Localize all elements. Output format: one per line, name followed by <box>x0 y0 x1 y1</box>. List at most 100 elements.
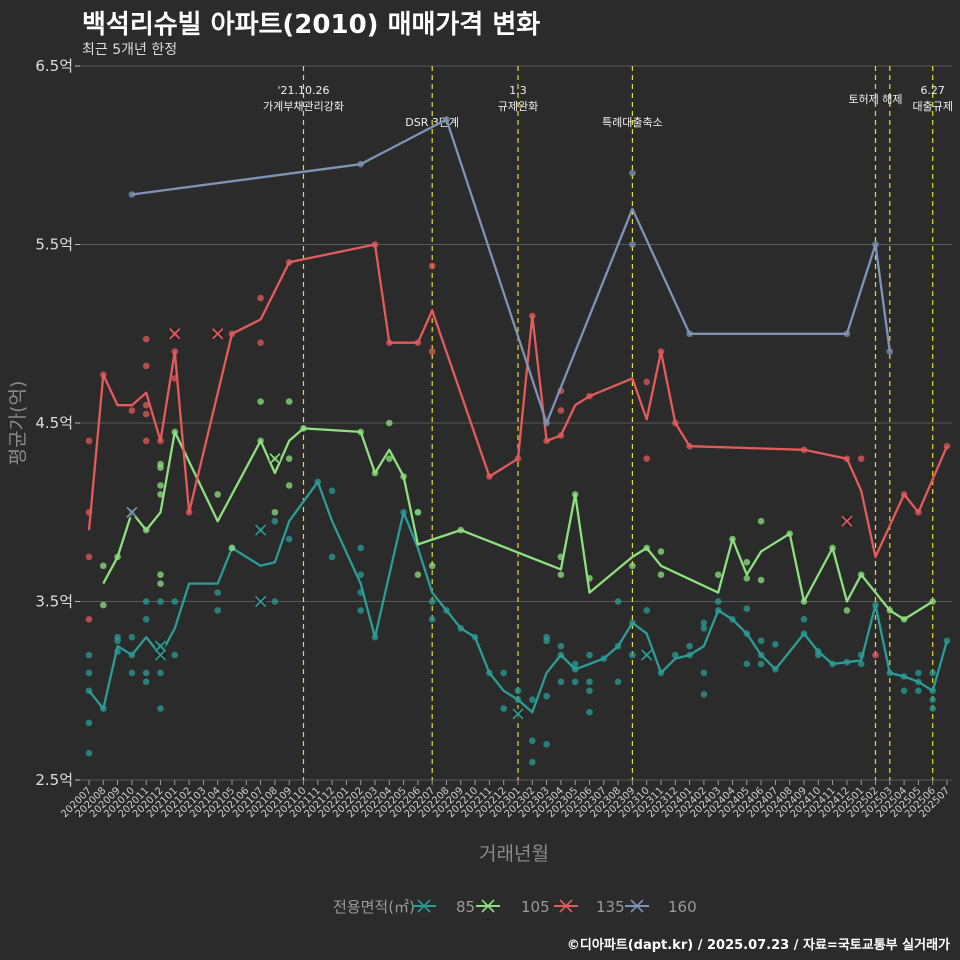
data-point <box>357 571 365 579</box>
data-point <box>328 487 336 495</box>
data-point <box>271 508 279 516</box>
cancelled-mark-stroke <box>169 328 181 340</box>
data-point <box>500 705 508 712</box>
data-point <box>586 678 593 686</box>
legend-label: 105 <box>521 898 550 916</box>
data-point <box>757 660 765 668</box>
data-point <box>929 696 936 703</box>
data-point <box>514 687 522 695</box>
data-point <box>285 482 293 489</box>
chart-title: 백석리슈빌 아파트(2010) 매매가격 변화 <box>82 10 541 40</box>
data-point <box>285 455 293 463</box>
data-point <box>643 455 650 463</box>
data-point <box>257 294 264 302</box>
event-annotation-label: 특례대출축소 <box>602 116 663 129</box>
data-point <box>114 633 121 641</box>
event-annotation-label: 토허제 해제 <box>848 92 902 106</box>
event-annotation-label: 1.3 <box>509 84 527 97</box>
data-point <box>900 687 908 695</box>
data-point <box>428 598 436 605</box>
legend-item-85: 85 <box>412 898 475 916</box>
legend-item-160: 160 <box>625 898 697 916</box>
cancelled-mark-stroke <box>841 515 853 527</box>
data-point <box>142 410 150 418</box>
data-point <box>142 335 150 343</box>
cancelled-mark <box>154 640 167 652</box>
data-point <box>85 651 93 659</box>
cancelled-mark-stroke <box>212 328 224 340</box>
data-point <box>85 616 93 623</box>
data-point <box>157 705 164 712</box>
data-point <box>271 598 279 605</box>
y-tick-label: 5.5억 <box>35 236 73 254</box>
cancelled-mark <box>641 649 653 661</box>
legend-item-135: 135 <box>554 898 625 916</box>
data-point <box>657 571 665 579</box>
data-point <box>85 437 93 445</box>
data-point <box>700 691 708 698</box>
data-point <box>743 574 751 582</box>
legend-key-cross <box>559 899 573 913</box>
data-point <box>672 651 679 659</box>
cancelled-mark <box>269 453 281 465</box>
data-point <box>643 378 650 386</box>
cancelled-mark <box>255 524 267 536</box>
data-point <box>571 678 579 686</box>
data-point <box>142 616 150 623</box>
data-point <box>414 571 422 579</box>
data-point <box>142 437 150 445</box>
data-point <box>157 491 164 498</box>
data-point <box>857 660 865 668</box>
data-point <box>700 669 708 677</box>
data-point <box>171 651 179 659</box>
data-point <box>228 544 236 552</box>
data-point <box>886 348 894 355</box>
data-point <box>142 362 150 370</box>
data-point <box>357 544 365 552</box>
data-point <box>586 708 593 716</box>
y-tick-label: 2.5억 <box>35 771 73 789</box>
data-point <box>214 607 221 614</box>
data-point <box>128 669 136 677</box>
series-line <box>88 480 949 714</box>
data-point <box>428 616 436 623</box>
data-point <box>571 660 579 668</box>
data-point <box>614 598 622 605</box>
data-point <box>157 598 164 605</box>
data-point <box>629 169 636 177</box>
cancelled-mark-stroke <box>512 708 524 720</box>
data-point <box>557 407 565 414</box>
series-line <box>131 118 891 425</box>
data-point <box>414 508 422 516</box>
data-point <box>757 576 765 584</box>
data-point <box>157 571 164 579</box>
y-tick-label: 4.5억 <box>35 414 73 432</box>
data-point <box>85 553 93 561</box>
data-point <box>629 651 636 659</box>
data-point <box>929 705 936 712</box>
data-point <box>614 678 622 686</box>
cancelled-mark-stroke <box>154 640 167 652</box>
data-point <box>142 669 150 677</box>
data-point <box>700 624 708 632</box>
data-point <box>85 669 93 677</box>
data-point <box>657 548 665 555</box>
data-point <box>757 517 765 525</box>
data-point <box>743 558 751 566</box>
data-point <box>128 407 136 414</box>
legend-key-cross <box>630 899 644 913</box>
data-point <box>142 598 150 605</box>
cancelled-mark-stroke <box>641 649 653 661</box>
cancelled-mark-stroke <box>269 453 281 465</box>
data-point <box>214 589 221 596</box>
data-point <box>872 651 879 659</box>
data-point <box>714 598 722 605</box>
series-line <box>102 427 934 621</box>
data-point <box>85 719 93 727</box>
data-point <box>428 562 436 570</box>
data-point <box>157 460 164 468</box>
data-point <box>743 660 751 668</box>
event-annotation-label: '21.10.26 <box>277 84 329 97</box>
